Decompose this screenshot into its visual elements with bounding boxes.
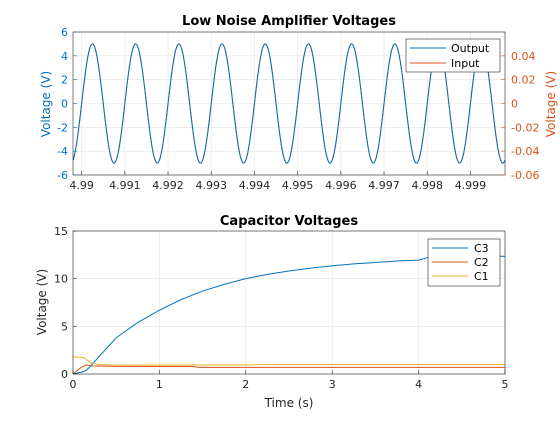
y-tick-label-right: 0.02 [511,74,536,87]
x-tick-label: 5 [502,378,509,391]
y-tick-label: 5 [61,320,68,333]
x-tick-label: 4.997 [368,179,400,192]
capacitor-x-axis-label: Time (s) [264,396,314,410]
lna-y-axis-label: Voltage (V) [39,71,53,137]
lna-legend: Output Input [405,38,501,73]
legend-label-c2: C2 [474,256,489,269]
x-tick-label: 4.991 [109,179,141,192]
legend-label-c3: C3 [474,242,489,255]
x-tick-label: 2 [242,378,249,391]
lna-title: Low Noise Amplifier Voltages [182,14,396,29]
lna-y-ticks: -6 -4 -2 0 2 4 6 [57,26,77,182]
y-tick-label: 2 [61,74,68,87]
series-line-c2 [72,364,505,375]
lna-y-axis-label-right: Voltage (V) [544,71,558,137]
lna-x-ticks: 4.99 4.991 4.992 4.993 4.994 4.995 4.996 4.997 4… [69,171,486,192]
lna-voltages-axes: 4.99 4.991 4.992 4.993 4.994 4.995 4.996 4.997 4… [39,14,558,192]
y-tick-label: 15 [54,225,68,238]
x-tick-label: 4.992 [152,179,184,192]
x-tick-label: 4.998 [411,179,443,192]
x-tick-label: 3 [329,378,336,391]
y-tick-label: 4 [61,50,68,63]
y-tick-label: 0 [61,368,68,381]
y-tick-label: 6 [61,26,68,39]
capacitor-series-lines [72,255,506,375]
y-tick-label: -4 [57,145,68,158]
legend-label-input: Input [451,57,480,70]
y-tick-label: 0 [61,98,68,111]
capacitor-legend: C3 C2 C1 [427,238,501,287]
y-tick-label-right: -0.04 [511,145,539,158]
capacitor-x-ticks: 0 1 2 3 4 5 [70,370,509,391]
y-tick-label: 10 [54,273,68,286]
series-line-c3 [72,255,506,375]
y-tick-label-right: -0.02 [511,121,539,134]
x-tick-label: 1 [156,378,163,391]
lna-y-ticks-right: -0.06 -0.04 -0.02 0 0.02 0.04 [501,50,539,182]
capacitor-y-ticks: 0 5 10 15 [54,225,77,381]
y-tick-label: -2 [57,121,68,134]
y-tick-label-right: 0.04 [511,50,536,63]
capacitor-voltages-axes: 0 1 2 3 4 5 0 5 10 15 Capacitor Voltages Voltage… [35,214,509,410]
legend-label-c1: C1 [474,270,489,283]
x-tick-label: 0 [70,378,77,391]
x-tick-label: 4 [415,378,422,391]
capacitor-axes-box [72,230,506,375]
x-tick-label: 4.999 [455,179,487,192]
x-tick-label: 4.994 [239,179,271,192]
x-tick-label: 4.995 [282,179,314,192]
series-line-c1 [73,356,505,366]
lna-legend-box [405,38,501,73]
capacitor-y-axis-label: Voltage (V) [35,269,49,335]
x-tick-label: 4.99 [69,179,94,192]
legend-label-output: Output [451,42,490,55]
y-tick-label-right: 0 [511,98,518,111]
y-tick-label-right: -0.06 [511,169,539,182]
y-tick-label: -6 [57,169,68,182]
x-tick-label: 4.993 [195,179,227,192]
x-tick-label: 4.996 [325,179,357,192]
capacitor-title: Capacitor Voltages [220,214,358,229]
